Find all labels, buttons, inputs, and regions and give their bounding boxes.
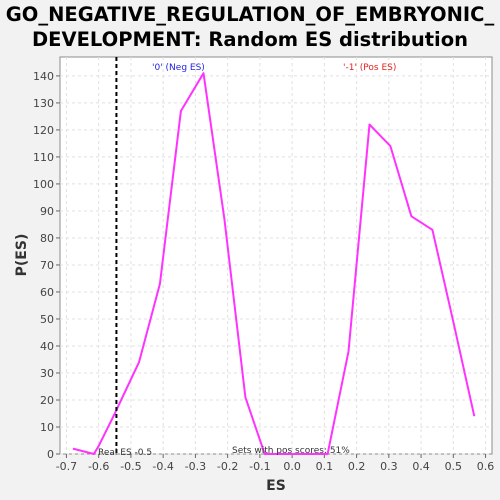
plot-area bbox=[59, 56, 493, 455]
y-tick-label: 70 bbox=[40, 259, 54, 272]
x-tick-label: -0.2 bbox=[217, 460, 238, 473]
neg-es-label: '0' (Neg ES) bbox=[152, 63, 205, 73]
y-tick-label: 40 bbox=[40, 340, 54, 353]
y-tick-label: 100 bbox=[33, 178, 54, 191]
x-axis-title: ES bbox=[266, 478, 286, 494]
y-tick-label: 80 bbox=[40, 232, 54, 245]
y-tick-label: 90 bbox=[40, 205, 54, 218]
y-tick-label: 10 bbox=[40, 421, 54, 434]
chart-title-line-1: GO_NEGATIVE_REGULATION_OF_EMBRYONIC_ bbox=[5, 3, 495, 26]
y-tick-label: 60 bbox=[40, 286, 54, 299]
grid-layer bbox=[60, 57, 492, 455]
series-layer bbox=[72, 57, 476, 455]
x-tick-label: -0.6 bbox=[88, 460, 109, 473]
y-tick-label: 20 bbox=[40, 394, 54, 407]
y-tick-label: 140 bbox=[33, 70, 54, 83]
pos-scores-label: Sets with pos scores: 51% bbox=[232, 446, 350, 456]
es-distribution-line bbox=[72, 72, 476, 455]
x-tick-label: 0.5 bbox=[445, 460, 463, 473]
y-tick-label: 0 bbox=[47, 448, 54, 461]
annotation-layer: '0' (Neg ES) '-1' (Pos ES) Real ES -0.5 … bbox=[98, 63, 396, 458]
pos-es-label: '-1' (Pos ES) bbox=[343, 63, 396, 73]
y-tick-label: 110 bbox=[33, 151, 54, 164]
x-tick-label: 0.6 bbox=[477, 460, 495, 473]
y-tick-label: 130 bbox=[33, 97, 54, 110]
x-tick-label: 0.1 bbox=[316, 460, 334, 473]
y-tick-label: 50 bbox=[40, 313, 54, 326]
x-tick-label: -0.5 bbox=[120, 460, 141, 473]
x-tick-label: -0.1 bbox=[249, 460, 270, 473]
y-axis-title: P(ES) bbox=[14, 234, 30, 277]
axis-layer: 0 10 20 30 40 50 60 70 80 90 100 110 120 130 140 -0.7 -0… bbox=[33, 70, 494, 473]
chart-title-line-2: DEVELOPMENT: Random ES distribution bbox=[31, 28, 469, 51]
x-tick-label: 0.4 bbox=[412, 460, 430, 473]
x-tick-label: -0.4 bbox=[152, 460, 173, 473]
x-tick-label: -0.7 bbox=[56, 460, 77, 473]
real-es-label: Real ES -0.5 bbox=[98, 448, 152, 458]
y-tick-label: 120 bbox=[33, 124, 54, 137]
chart-title: GO_NEGATIVE_REGULATION_OF_EMBRYONIC_ DEV… bbox=[0, 2, 500, 52]
x-tick-label: 0.3 bbox=[380, 460, 398, 473]
x-tick-label: -0.3 bbox=[185, 460, 206, 473]
y-tick-label: 30 bbox=[40, 367, 54, 380]
x-tick-label: 0.2 bbox=[348, 460, 366, 473]
x-tick-label: 0.0 bbox=[283, 460, 301, 473]
